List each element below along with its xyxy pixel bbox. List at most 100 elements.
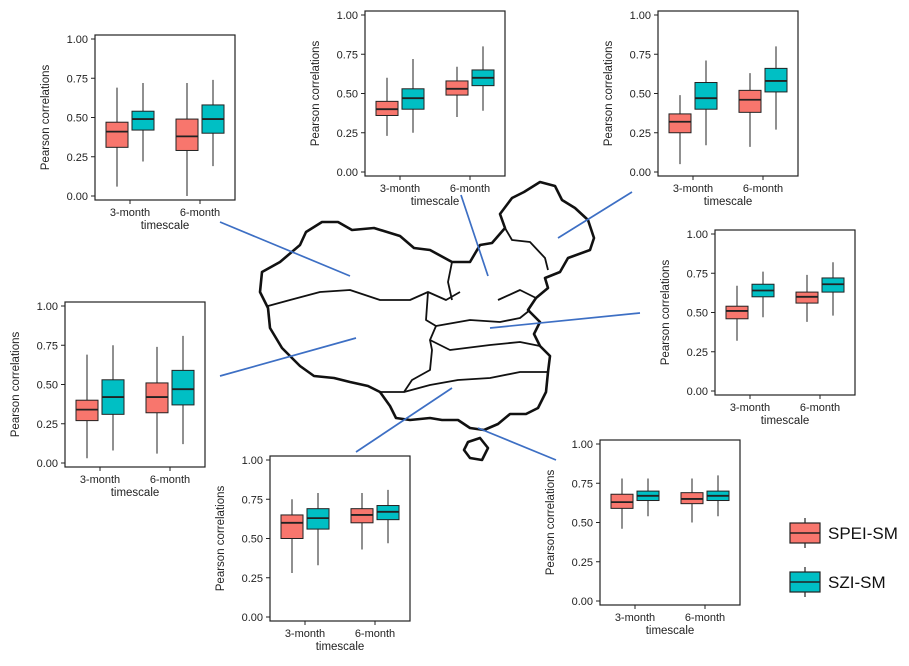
y-tick-label: 0.75 (242, 494, 263, 506)
y-tick-label: 0.00 (572, 596, 593, 608)
y-axis-title: Pearson correlations (40, 65, 52, 171)
x-axis-title: timescale (111, 487, 160, 499)
x-tick-label: 3-month (380, 183, 420, 195)
boxplot-svg: 0.00 0.25 0.50 0.75 1.00 3-month 6-monthtimesc… (660, 229, 856, 427)
y-tick-label: 0.75 (630, 49, 651, 61)
y-tick-label: 0.50 (242, 534, 263, 546)
box-spei-6-month (795, 274, 819, 322)
box-szi-3-month (101, 345, 125, 451)
connector-east (489, 312, 641, 329)
y-tick-label: 0.75 (687, 268, 708, 280)
y-tick-label: 0.50 (337, 89, 358, 101)
x-tick-label: 6-month (450, 183, 490, 195)
y-tick-label: 0.25 (687, 347, 708, 359)
y-tick-label: 0.00 (337, 167, 358, 179)
y-tick-label: 1.00 (572, 439, 593, 451)
x-tick-label: 6-month (743, 183, 783, 195)
y-tick-label: 0.50 (67, 113, 88, 125)
boxplot-svg: 0.00 0.25 0.50 0.75 1.00 3-month 6-monthtimesc… (603, 10, 799, 208)
box-iqr (725, 305, 749, 320)
box-iqr (105, 121, 129, 148)
connector-northeast (557, 191, 633, 239)
box-iqr (131, 110, 155, 131)
connector-north-central (460, 194, 489, 277)
legend-item-szi: SZI-SM (789, 567, 886, 597)
box-iqr (694, 82, 718, 110)
y-tick-label: 0.25 (37, 419, 58, 431)
box-spei-3-month (725, 285, 749, 341)
box-szi-6-month (821, 262, 845, 316)
boxplot-svg: 0.00 0.25 0.50 0.75 1.00 3-month 6-monthtimesc… (310, 10, 506, 208)
box-spei-6-month (350, 492, 374, 550)
legend-item-spei: SPEI-SM (789, 518, 898, 548)
box-spei-6-month (445, 66, 469, 118)
plot-frame (364, 10, 506, 177)
x-axis-title: timescale (411, 196, 460, 208)
y-axis-title: Pearson correlations (10, 332, 22, 438)
y-tick-label: 0.50 (37, 380, 58, 392)
x-tick-label: 3-month (285, 628, 325, 640)
x-tick-label: 3-month (730, 402, 770, 414)
legend-label-szi: SZI-SM (828, 573, 886, 592)
box-spei-3-month (280, 499, 304, 574)
y-tick-label: 0.50 (630, 89, 651, 101)
x-tick-label: 6-month (150, 474, 190, 486)
y-tick-label: 0.75 (572, 478, 593, 490)
connector-northwest (219, 221, 351, 277)
boxplot-svg: 0.00 0.25 0.50 0.75 1.00 3-month 6-monthtimesc… (40, 34, 236, 232)
legend-label-spei: SPEI-SM (828, 524, 898, 543)
boxplot-svg: 0.00 0.25 0.50 0.75 1.00 3-month 6-monthtimesc… (215, 455, 411, 653)
box-szi-3-month (694, 60, 718, 146)
boxplot-west: 0.00 0.25 0.50 0.75 1.00 3-month 6-month timesc… (5, 297, 215, 507)
y-tick-label: 1.00 (630, 10, 651, 22)
y-axis-title: Pearson correlations (603, 41, 615, 147)
y-tick-label: 0.25 (337, 128, 358, 140)
box-szi-6-month (471, 46, 495, 111)
x-axis-title: timescale (704, 196, 753, 208)
x-axis-title: timescale (316, 641, 365, 653)
legend-svg: SPEI-SM SZI-SM (789, 518, 898, 597)
boxplot-southwest: 0.00 0.25 0.50 0.75 1.00 3-month 6-month timesc… (210, 451, 420, 661)
x-tick-label: 3-month (110, 207, 150, 219)
x-tick-label: 6-month (180, 207, 220, 219)
box-spei-3-month (75, 354, 99, 459)
box-spei-6-month (738, 73, 762, 147)
x-tick-label: 3-month (673, 183, 713, 195)
plot-frame (599, 439, 741, 606)
box-iqr (280, 514, 304, 539)
y-tick-label: 0.75 (337, 49, 358, 61)
box-szi-3-month (636, 478, 660, 517)
y-axis-title: Pearson correlations (545, 470, 557, 576)
y-tick-label: 1.00 (242, 455, 263, 467)
boxplot-svg: 0.00 0.25 0.50 0.75 1.00 3-month 6-monthtimesc… (545, 439, 741, 637)
y-tick-label: 0.50 (572, 518, 593, 530)
box-iqr (175, 118, 199, 151)
x-tick-label: 3-month (80, 474, 120, 486)
y-tick-label: 1.00 (687, 229, 708, 241)
box-szi-3-month (306, 492, 330, 566)
border-south (403, 371, 548, 393)
x-axis-title: timescale (646, 625, 695, 637)
x-axis-title: timescale (141, 220, 190, 232)
y-tick-label: 1.00 (337, 10, 358, 22)
border-northwest (267, 289, 461, 307)
box-spei-3-month (610, 478, 634, 529)
x-tick-label: 6-month (800, 402, 840, 414)
border-north-2 (447, 261, 453, 301)
connector-southwest (355, 387, 453, 453)
boxplot-north-central: 0.00 0.25 0.50 0.75 1.00 3-month 6-month timesc… (305, 6, 515, 216)
y-tick-label: 0.75 (67, 73, 88, 85)
box-szi-6-month (171, 335, 195, 445)
boxplot-svg: 0.00 0.25 0.50 0.75 1.00 3-month 6-monthtimesc… (10, 301, 206, 499)
y-tick-label: 0.25 (242, 573, 263, 585)
y-tick-label: 0.50 (687, 308, 708, 320)
border-inner-ne (497, 289, 537, 301)
y-tick-label: 0.00 (37, 458, 58, 470)
box-iqr (738, 89, 762, 113)
connector-west (219, 337, 357, 377)
box-spei-6-month (680, 478, 704, 523)
border-north-1 (425, 291, 437, 327)
border-east (435, 309, 531, 327)
boxplot-east: 0.00 0.25 0.50 0.75 1.00 3-month 6-month timesc… (655, 225, 865, 435)
